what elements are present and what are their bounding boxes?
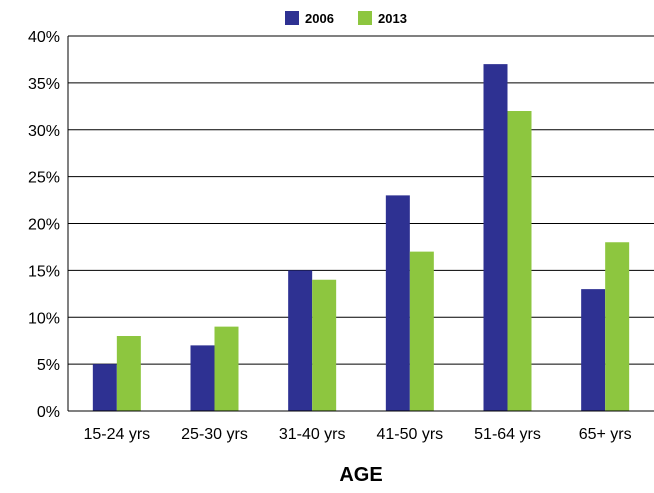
bar-2013-15-24-yrs — [116, 336, 141, 411]
y-tick-label: 15% — [28, 263, 60, 280]
x-tick-label: 15-24 yrs — [83, 426, 150, 443]
gridlines — [68, 35, 654, 365]
legend: 2006 2013 — [285, 11, 407, 26]
bar-2013-41-50-yrs — [409, 251, 434, 411]
x-tick-label: 25-30 yrs — [181, 426, 248, 443]
bar-2006-41-50-yrs — [385, 195, 410, 411]
x-tick-label: 51-64 yrs — [474, 426, 541, 443]
bar-2013-31-40-yrs — [312, 279, 337, 411]
bar-2013-65-yrs — [605, 242, 630, 411]
legend-label-2013: 2013 — [378, 11, 407, 26]
x-tick-label: 65+ yrs — [579, 426, 632, 443]
bar-2013-51-64-yrs — [507, 111, 532, 411]
bar-2006-65-yrs — [581, 289, 606, 411]
y-tick-label: 30% — [28, 123, 60, 140]
y-tick-label: 20% — [28, 217, 60, 234]
bar-2006-31-40-yrs — [288, 270, 313, 411]
y-tick-label: 0% — [37, 404, 60, 421]
bars — [92, 64, 630, 411]
x-tick-label: 31-40 yrs — [279, 426, 346, 443]
legend-swatch-2006 — [285, 11, 299, 25]
bar-2013-25-30-yrs — [214, 326, 239, 411]
bar-2006-51-64-yrs — [483, 64, 508, 411]
legend-swatch-2013 — [358, 11, 372, 25]
x-tick-label: 41-50 yrs — [376, 426, 443, 443]
y-tick-label: 40% — [28, 29, 60, 46]
legend-label-2006: 2006 — [305, 11, 334, 26]
y-tick-label: 25% — [28, 170, 60, 187]
x-axis-title: AGE — [339, 464, 382, 486]
x-tick-labels: 15-24 yrs 25-30 yrs 31-40 yrs 41-50 yrs 51-6… — [83, 426, 631, 443]
axes — [67, 36, 654, 412]
y-tick-labels: 0% 5% 10% 15% 20% 25% 30% 35% 40% — [28, 29, 60, 421]
y-tick-label: 35% — [28, 76, 60, 93]
y-tick-label: 5% — [37, 357, 60, 374]
bar-2006-25-30-yrs — [190, 345, 215, 411]
y-tick-label: 10% — [28, 310, 60, 327]
bar-2006-15-24-yrs — [92, 364, 117, 411]
